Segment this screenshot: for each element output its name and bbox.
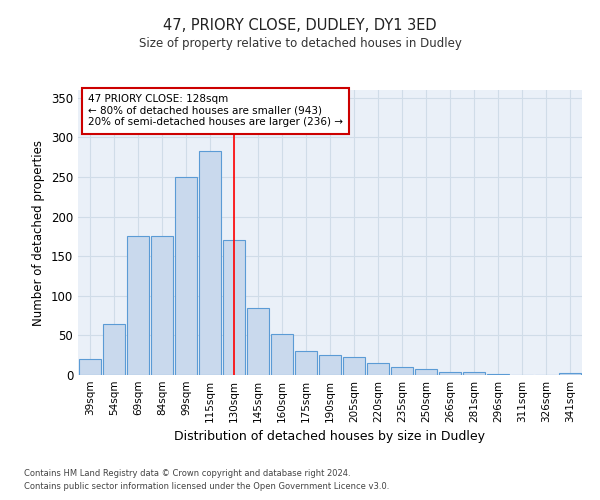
Bar <box>415 370 437 375</box>
Bar <box>127 236 149 375</box>
Bar <box>103 324 125 375</box>
Bar <box>271 334 293 375</box>
Text: Contains HM Land Registry data © Crown copyright and database right 2024.: Contains HM Land Registry data © Crown c… <box>24 468 350 477</box>
Bar <box>319 355 341 375</box>
Bar <box>151 236 173 375</box>
Text: 47 PRIORY CLOSE: 128sqm
← 80% of detached houses are smaller (943)
20% of semi-d: 47 PRIORY CLOSE: 128sqm ← 80% of detache… <box>88 94 343 128</box>
Bar <box>463 372 485 375</box>
Text: 47, PRIORY CLOSE, DUDLEY, DY1 3ED: 47, PRIORY CLOSE, DUDLEY, DY1 3ED <box>163 18 437 32</box>
Bar <box>367 363 389 375</box>
Bar <box>391 367 413 375</box>
Bar <box>295 351 317 375</box>
Bar <box>343 357 365 375</box>
Bar <box>559 374 581 375</box>
Bar <box>247 308 269 375</box>
X-axis label: Distribution of detached houses by size in Dudley: Distribution of detached houses by size … <box>175 430 485 444</box>
Bar <box>79 359 101 375</box>
Y-axis label: Number of detached properties: Number of detached properties <box>32 140 46 326</box>
Bar <box>199 151 221 375</box>
Bar <box>175 177 197 375</box>
Text: Contains public sector information licensed under the Open Government Licence v3: Contains public sector information licen… <box>24 482 389 491</box>
Bar <box>223 240 245 375</box>
Bar <box>439 372 461 375</box>
Bar <box>487 374 509 375</box>
Text: Size of property relative to detached houses in Dudley: Size of property relative to detached ho… <box>139 38 461 51</box>
